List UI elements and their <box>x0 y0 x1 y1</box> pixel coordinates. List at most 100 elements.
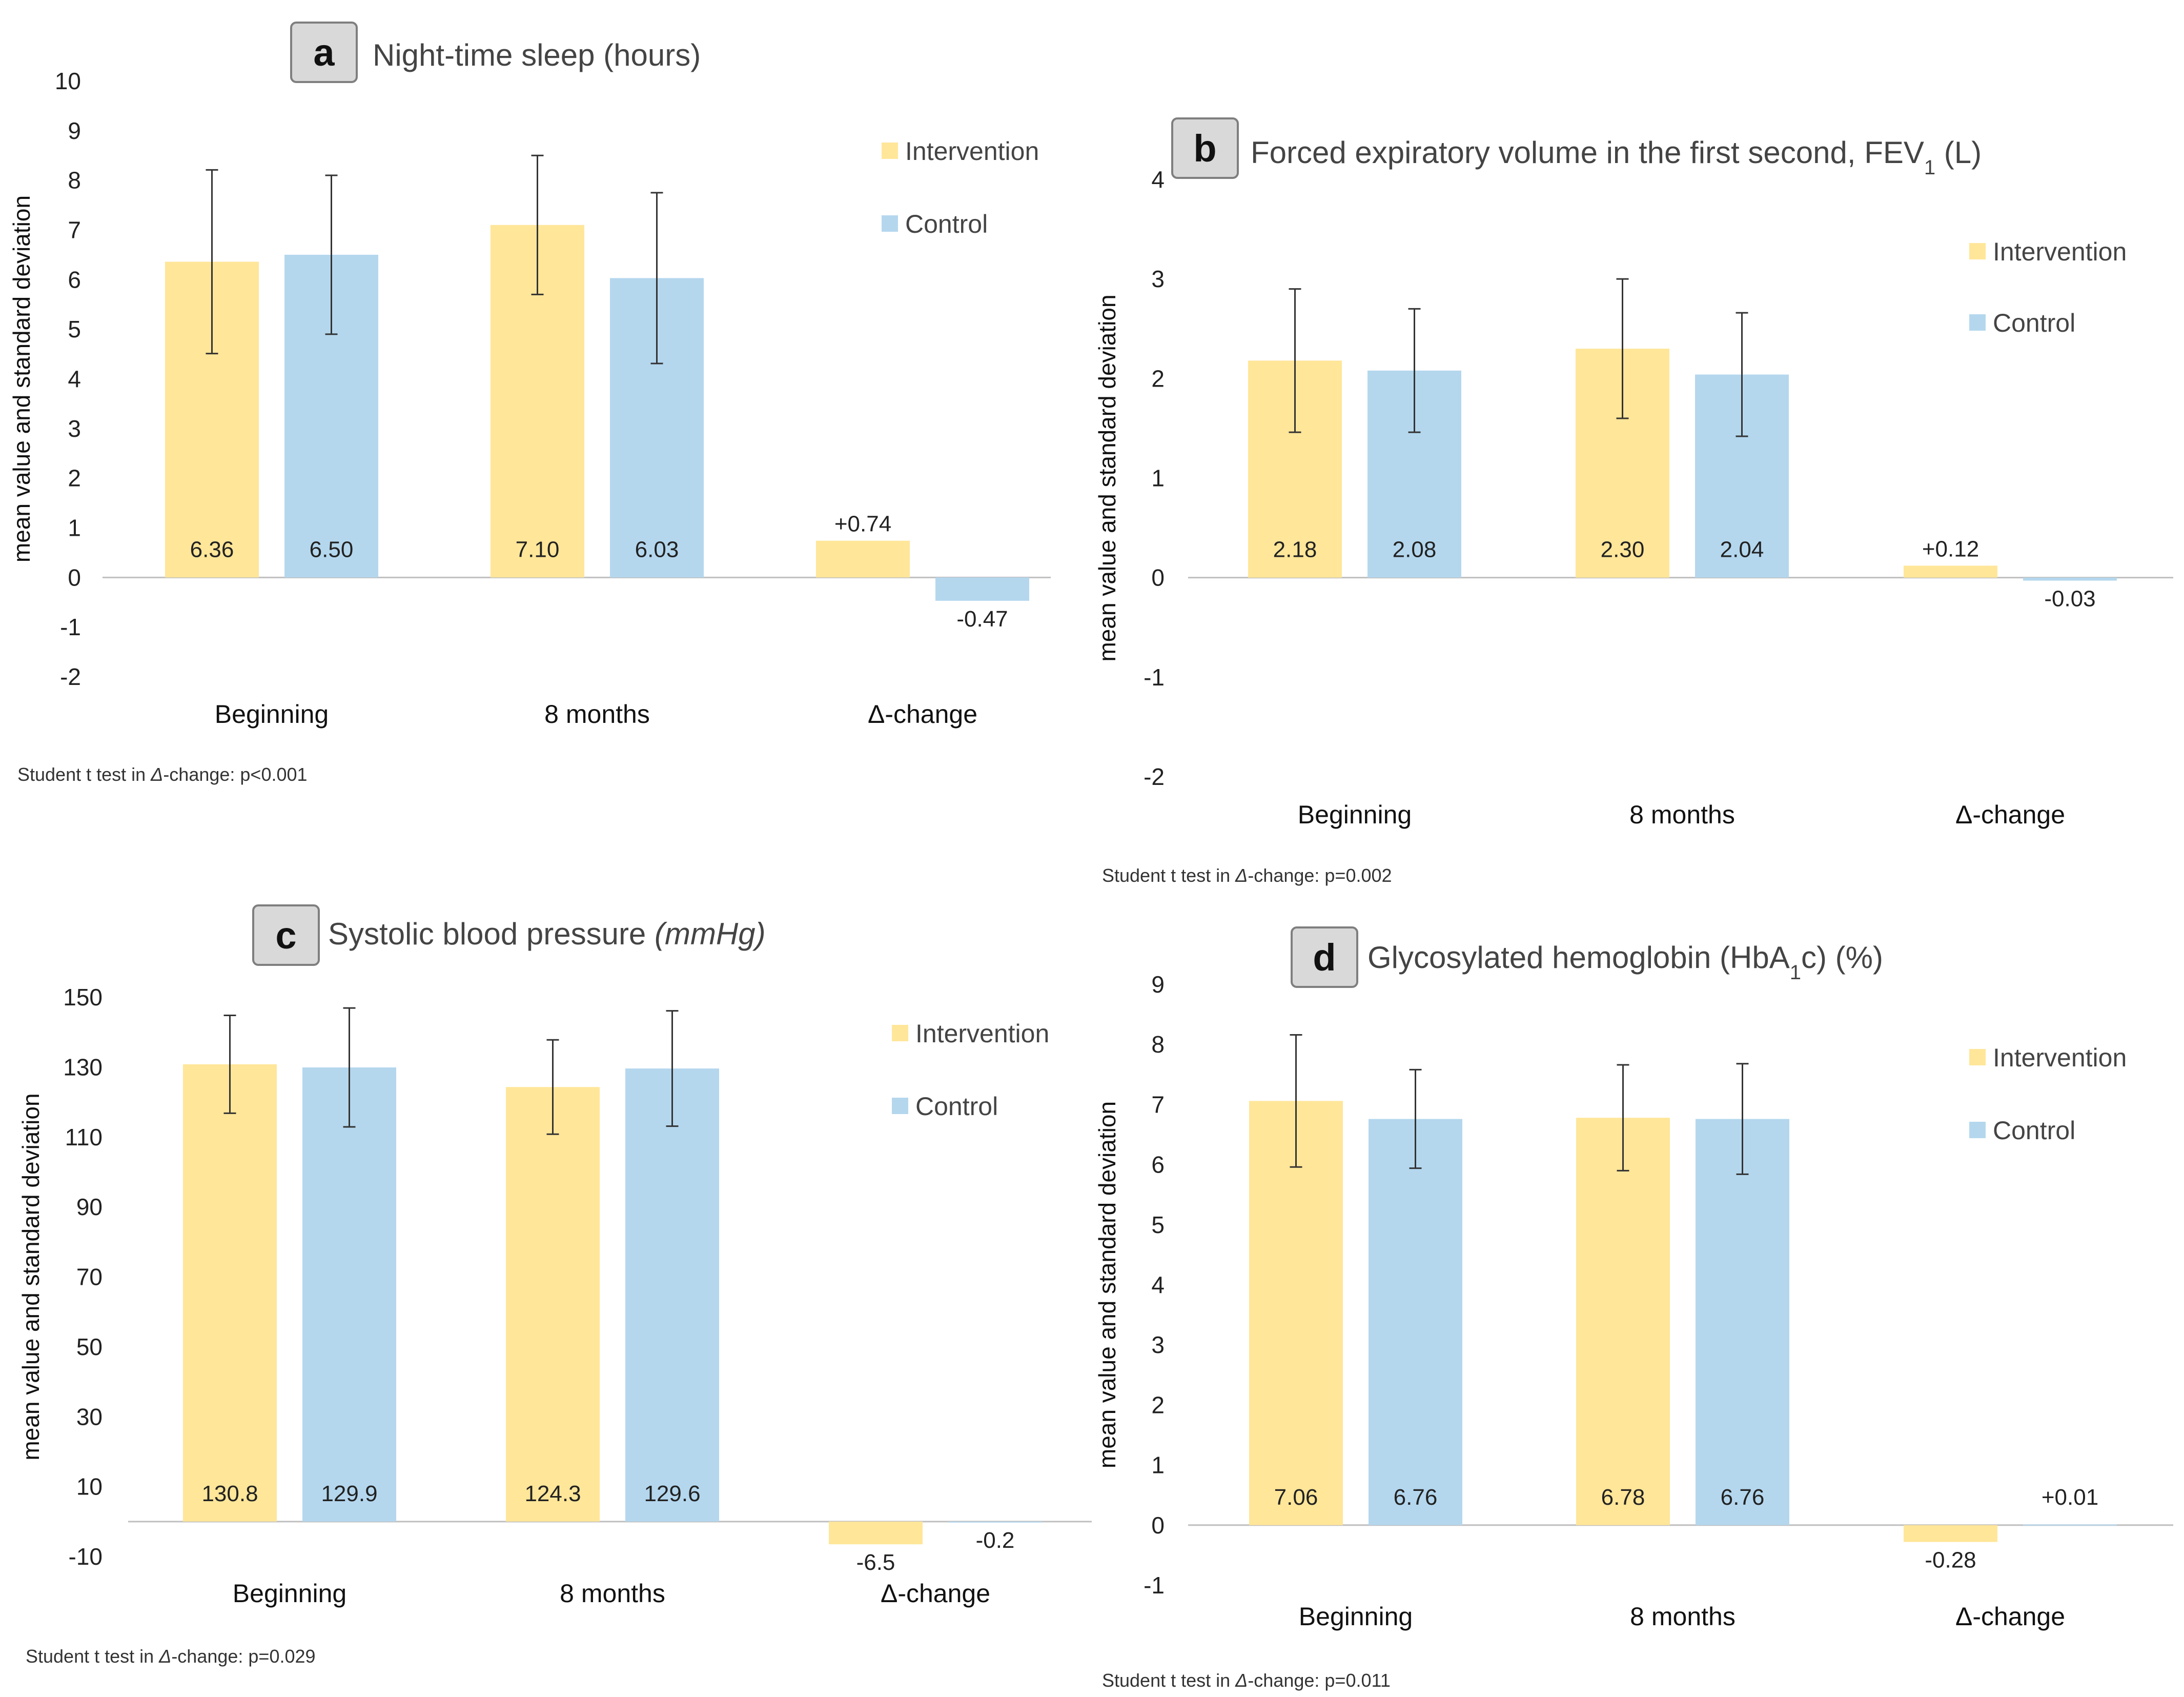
bar-intervention-2 <box>1904 565 1997 578</box>
bar-intervention-2 <box>816 540 910 578</box>
y-tick-label: 150 <box>63 984 103 1011</box>
data-label: 6.76 <box>1721 1485 1765 1510</box>
footnote-prefix: Student t test in <box>1102 1670 1235 1691</box>
legend-swatch-intervention <box>892 1025 908 1041</box>
y-tick-label: 130 <box>63 1054 103 1080</box>
data-label: 2.08 <box>1393 537 1437 562</box>
footnote: Student t test in Δ-change: p=0.029 <box>26 1646 316 1667</box>
footnote-delta: Δ <box>150 764 163 785</box>
footnote-prefix: Student t test in <box>1102 865 1235 886</box>
data-label: 2.04 <box>1720 537 1764 562</box>
data-label: -6.5 <box>856 1550 895 1575</box>
panel-a: -2 -1 0 1 2 3 4 5 6 7 8 9 10 mean value and standard … <box>8 22 1051 785</box>
footnote-suffix: -change: p=0.002 <box>1248 865 1392 886</box>
bar-control-1 <box>1696 1119 1789 1525</box>
x-category-label: Beginning <box>215 700 329 729</box>
panel-d: -1 0 1 2 3 4 5 6 7 8 9 mean value and standard devi… <box>1094 926 2173 1691</box>
footnote-delta: Δ <box>1235 1670 1248 1691</box>
data-label: 6.03 <box>635 537 679 562</box>
title-part: 1 <box>1790 961 1801 984</box>
panel-letter: b <box>1193 127 1216 170</box>
footnote-suffix: -change: p=0.011 <box>1248 1670 1391 1691</box>
legend-swatch-intervention <box>1969 1049 1986 1065</box>
footnote: Student t test in Δ-change: p=0.002 <box>1102 865 1392 886</box>
y-axis-label: mean value and standard deviation <box>8 195 35 562</box>
legend-label: Control <box>1993 309 2075 337</box>
y-tick-label: 10 <box>76 1473 103 1500</box>
x-category-label: Δ-change <box>881 1579 990 1608</box>
y-tick-label: 4 <box>1151 1271 1165 1298</box>
title-part: c) (%) <box>1801 940 1883 975</box>
legend-swatch-intervention <box>882 143 898 159</box>
legend-label: Intervention <box>905 137 1039 166</box>
data-label: 129.6 <box>644 1481 700 1506</box>
data-label: 6.78 <box>1601 1485 1645 1510</box>
y-tick-label: 2 <box>1151 1391 1165 1418</box>
data-label: 7.06 <box>1274 1485 1318 1510</box>
bar-intervention-2 <box>1904 1525 1997 1542</box>
x-category-label: Beginning <box>1298 800 1412 829</box>
x-category-label: 8 months <box>1629 800 1735 829</box>
footnote-suffix: -change: p<0.001 <box>163 764 307 785</box>
data-label: 6.50 <box>310 537 354 562</box>
data-label: -0.47 <box>956 607 1008 632</box>
legend-label: Intervention <box>915 1019 1049 1048</box>
bar-control-2 <box>935 577 1029 601</box>
x-category-label: Δ-change <box>868 700 977 729</box>
data-label: -0.03 <box>2044 586 2095 611</box>
bar-intervention-1 <box>506 1087 600 1522</box>
panel-badge <box>1171 117 1239 179</box>
y-tick-label: 4 <box>1151 166 1165 193</box>
x-category-label: Δ-change <box>1955 800 2065 829</box>
y-tick-label: 4 <box>68 366 81 392</box>
x-category-label: Δ-change <box>1955 1602 2065 1631</box>
panel-badge <box>1291 926 1358 988</box>
bar-control-0 <box>302 1067 396 1522</box>
footnote: Student t test in Δ-change: p<0.001 <box>17 764 308 785</box>
title-part: (mmHg) <box>655 917 766 951</box>
chart-title: Glycosylated hemoglobin (HbA1c) (%) <box>1367 940 1883 984</box>
panel-letter: d <box>1313 936 1336 979</box>
data-label: 2.30 <box>1601 537 1645 562</box>
footnote-delta: Δ <box>1235 865 1248 886</box>
y-tick-label: -1 <box>60 614 81 640</box>
x-category-label: Beginning <box>233 1579 346 1608</box>
y-tick-label: 1 <box>68 515 81 541</box>
legend-swatch-control <box>882 215 898 232</box>
y-tick-label: 6 <box>68 266 81 293</box>
title-part: Glycosylated hemoglobin (HbA <box>1367 940 1790 975</box>
x-category-label: Beginning <box>1299 1602 1413 1631</box>
bar-control-1 <box>625 1068 719 1522</box>
title-part: Systolic blood pressure <box>328 917 655 951</box>
y-tick-label: -2 <box>60 663 81 690</box>
bar-control-2 <box>2023 577 2117 581</box>
panel-badge <box>252 904 320 966</box>
bar-control-2 <box>2023 1524 2117 1526</box>
legend-label: Intervention <box>1993 237 2127 266</box>
bar-intervention-0 <box>1249 1101 1343 1525</box>
footnote-prefix: Student t test in <box>17 764 151 785</box>
data-label: -0.2 <box>976 1528 1015 1553</box>
y-tick-label: 10 <box>55 68 81 94</box>
data-label: 124.3 <box>524 1481 581 1506</box>
panel-badge <box>290 22 358 83</box>
data-label: -0.28 <box>1925 1548 1976 1573</box>
y-tick-label: 6 <box>1151 1151 1165 1178</box>
y-tick-label: 7 <box>1151 1091 1165 1118</box>
y-tick-label: 70 <box>76 1264 103 1290</box>
chart-title: Forced expiratory volume in the first se… <box>1251 135 1982 179</box>
bar-control-0 <box>1369 1119 1462 1525</box>
y-tick-label: 8 <box>68 167 81 194</box>
y-tick-label: 3 <box>1151 266 1165 292</box>
y-tick-label: 3 <box>68 415 81 442</box>
panel-b: -2 -1 0 1 2 3 4 mean value and standard deviati… <box>1094 117 2173 886</box>
footnote-prefix: Student t test in <box>26 1646 159 1667</box>
y-tick-label: 50 <box>76 1334 103 1360</box>
panel-c: -10 10 30 50 70 90 110 130 150 mean value and sta… <box>17 904 1092 1667</box>
y-axis-label: mean value and standard deviation <box>1094 1101 1120 1468</box>
y-tick-label: 0 <box>1151 1512 1165 1539</box>
y-tick-label: 2 <box>1151 365 1165 392</box>
y-tick-label: 90 <box>76 1194 103 1220</box>
legend-swatch-control <box>1969 314 1986 331</box>
y-tick-label: -2 <box>1144 763 1165 790</box>
